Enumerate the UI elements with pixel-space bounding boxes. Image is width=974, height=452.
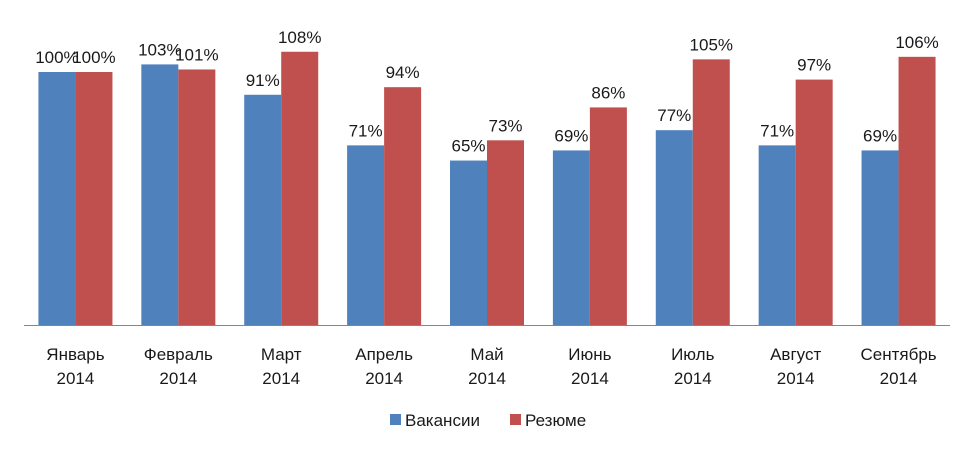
data-labels-layer: 100%100% 103%101% 91% 108% 71% 94% 65%73% 69% 86… [35,28,939,156]
legend: Вакансии Резюме [390,411,586,430]
data-label-resumes-6: 105% [690,35,733,54]
bar-resumes-3 [384,87,422,326]
category-label-3-line-1: 2014 [365,369,403,388]
bar-resumes-7 [795,79,833,325]
bar-vacancies-1 [141,64,179,325]
data-label-vacancies-6: 77% [657,106,691,125]
data-label-resumes-1: 101% [175,45,218,64]
bars-layer [38,51,936,326]
bar-vacancies-8 [861,150,899,325]
data-label-resumes-3: 94% [386,63,420,82]
category-label-2-line-1: 2014 [262,369,300,388]
data-label-vacancies-8: 69% [863,126,897,145]
legend-label-resumes: Резюме [525,411,586,430]
category-label-5-line-1: 2014 [571,369,609,388]
bar-resumes-6 [692,59,730,325]
bar-vacancies-5 [552,150,590,325]
bar-resumes-4 [487,140,524,325]
data-label-vacancies-0: 100% [35,48,78,67]
category-label-8-line-0: Сентябрь [860,345,936,364]
category-label-0-line-0: Январь [46,345,104,364]
data-label-resumes-4: 73% [488,116,522,135]
data-label-resumes-8: 106% [895,33,938,52]
category-label-1-line-0: Февраль [144,345,213,364]
bar-vacancies-2 [244,94,282,326]
category-label-4-line-0: Май [470,345,503,364]
data-label-resumes-2: 108% [278,28,321,47]
category-label-8-line-1: 2014 [880,369,918,388]
data-label-vacancies-3: 71% [349,121,383,140]
category-label-6-line-0: Июль [671,345,715,364]
data-label-resumes-5: 86% [591,83,625,102]
data-label-vacancies-1: 103% [138,40,181,59]
legend-swatch-vacancies [390,414,401,425]
bar-resumes-5 [589,107,627,325]
data-label-vacancies-2: 91% [246,71,280,90]
data-label-resumes-7: 97% [797,56,831,75]
category-label-2-line-0: Март [261,345,302,364]
bar-vacancies-3 [347,145,385,325]
bar-vacancies-7 [758,145,796,325]
category-label-3-line-0: Апрель [355,345,413,364]
category-label-1-line-1: 2014 [159,369,197,388]
bar-resumes-2 [281,51,319,325]
bar-vacancies-0 [38,72,76,325]
bar-resumes-0 [75,72,113,325]
data-label-vacancies-4: 65% [451,137,485,156]
bar-vacancies-6 [655,130,693,325]
bar-resumes-1 [178,69,216,325]
data-label-vacancies-5: 69% [554,126,588,145]
bar-resumes-8 [898,56,936,325]
data-label-vacancies-7: 71% [760,121,794,140]
legend-label-vacancies: Вакансии [405,411,480,430]
category-labels-layer: Январь 2014 Февраль 2014 Март 2014 Апрель 2014 М… [46,345,936,388]
category-label-4-line-1: 2014 [468,369,506,388]
category-label-7-line-1: 2014 [777,369,815,388]
bar-vacancies-4 [450,160,487,325]
category-label-6-line-1: 2014 [674,369,712,388]
category-label-5-line-0: Июнь [568,345,611,364]
data-label-resumes-0: 100% [72,48,115,67]
legend-swatch-resumes [510,414,521,425]
category-label-0-line-1: 2014 [57,369,95,388]
category-label-7-line-0: Август [770,345,821,364]
